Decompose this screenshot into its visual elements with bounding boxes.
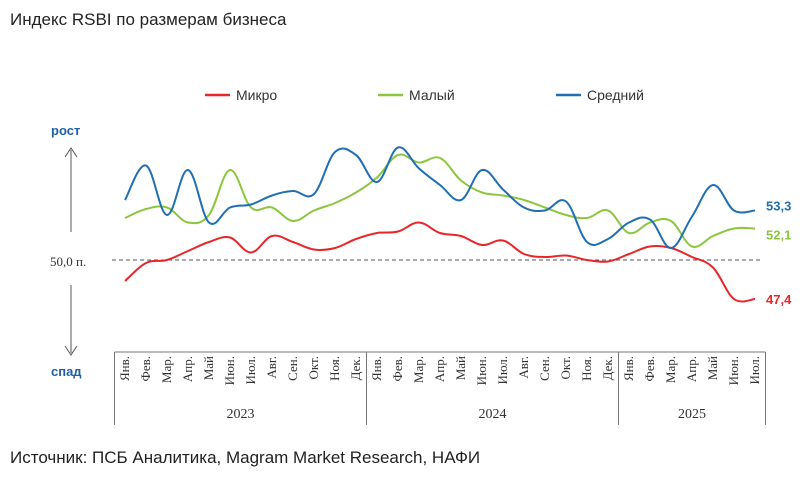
year-label: 2024 xyxy=(479,407,507,422)
legend-label-medium: Средний xyxy=(587,87,644,103)
x-tick-label: Янв. xyxy=(621,356,636,381)
x-tick-label: Дек. xyxy=(348,356,363,380)
year-label: 2023 xyxy=(227,407,255,422)
legend-label-micro: Микро xyxy=(236,87,277,103)
end-labels: 47,4 52,1 53,3 xyxy=(766,199,792,308)
x-tick-label: Апр. xyxy=(432,356,447,382)
x-tick-label: Ноя. xyxy=(327,356,342,381)
end-label-micro: 47,4 xyxy=(766,292,792,307)
series-group xyxy=(124,146,756,303)
reference-line-label: 50,0 п. xyxy=(50,254,86,269)
x-tick-label: Мар. xyxy=(411,356,426,383)
x-tick-label: Фев. xyxy=(642,356,657,381)
x-tick-label: Янв. xyxy=(369,356,384,381)
x-tick-label: Авг. xyxy=(516,356,531,379)
source-note: Источник: ПСБ Аналитика, Magram Market R… xyxy=(10,448,481,467)
x-tick-label: Июн. xyxy=(474,356,489,385)
x-tick-label: Апр. xyxy=(180,356,195,382)
x-tick-label: Май xyxy=(453,356,468,380)
arrow-up-head-icon xyxy=(64,147,78,158)
x-tick-label: Фев. xyxy=(138,356,153,381)
x-tick-label: Фев. xyxy=(390,356,405,381)
legend-label-small: Малый xyxy=(409,87,455,103)
end-label-small: 52,1 xyxy=(766,228,791,243)
year-label: 2025 xyxy=(678,407,706,422)
x-tick-label: Окт. xyxy=(306,356,321,380)
x-tick-label: Июл. xyxy=(747,356,762,385)
x-tick-label: Май xyxy=(201,356,216,380)
x-tick-label: Июл. xyxy=(243,356,258,385)
x-tick-label: Апр. xyxy=(684,356,699,382)
x-tick-label: Авг. xyxy=(264,356,279,379)
arrow-down-head-icon xyxy=(64,345,78,356)
series-line-micro xyxy=(124,221,756,303)
x-tick-label: Дек. xyxy=(600,356,615,380)
axis-label-decline: спад xyxy=(51,364,82,379)
x-tick-label: Июн. xyxy=(726,356,741,385)
x-tick-label: Сен. xyxy=(285,356,300,381)
x-tick-label: Сен. xyxy=(537,356,552,381)
x-tick-label: Янв. xyxy=(117,356,132,381)
x-tick-label: Мар. xyxy=(159,356,174,383)
x-tick-label: Окт. xyxy=(558,356,573,380)
x-tick-label: Май xyxy=(705,356,720,380)
x-tick-label: Мар. xyxy=(663,356,678,383)
legend: Микро Малый Средний xyxy=(205,87,644,103)
axis-label-growth: рост xyxy=(51,123,80,138)
chart-title: Индекс RSBI по размерам бизнеса xyxy=(10,10,287,29)
series-line-medium xyxy=(124,146,756,249)
series-line-small xyxy=(124,153,756,248)
x-tick-label: Июн. xyxy=(222,356,237,385)
x-tick-label: Ноя. xyxy=(579,356,594,381)
x-axis: Янв. Фев. Мар. Апр. Май Июн. Июл. Авг. Сен. Окт. Н… xyxy=(114,351,766,425)
end-label-medium: 53,3 xyxy=(766,199,791,214)
x-tick-label: Июл. xyxy=(495,356,510,385)
